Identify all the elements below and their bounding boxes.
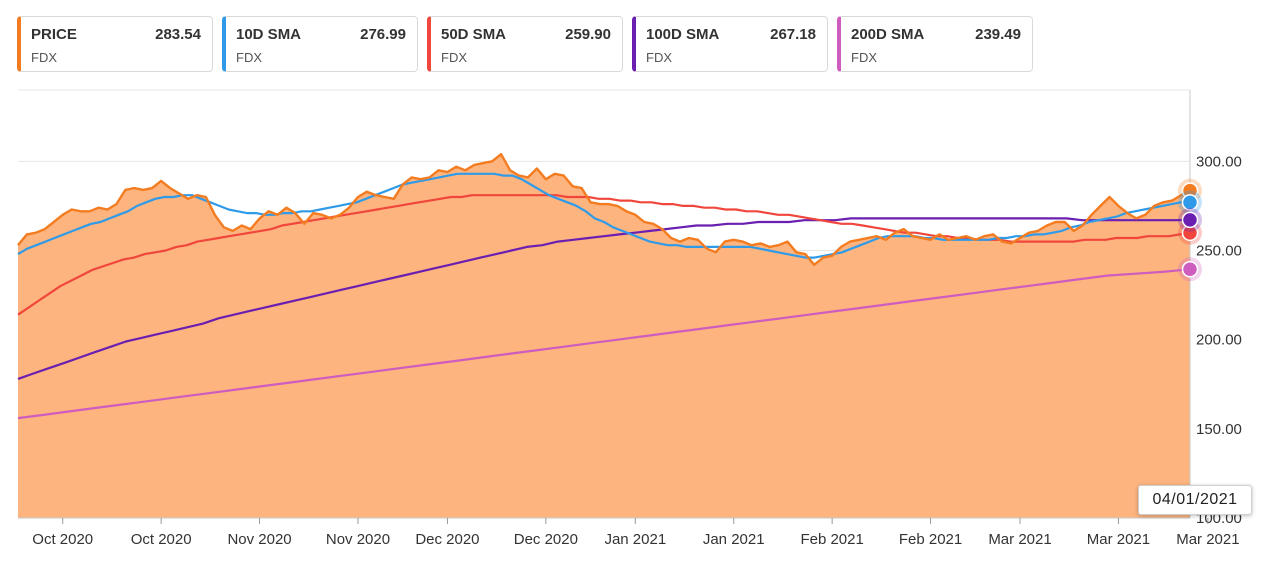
legend-card-price[interactable]: PRICE 283.54 FDX [17,16,213,72]
legend-value: 259.90 [565,26,611,43]
price-area [18,154,1190,518]
legend: PRICE 283.54 FDX 10D SMA 276.99 FDX 50D … [17,16,1033,72]
legend-symbol: FDX [441,50,467,65]
y-tick-label: 300.00 [1196,153,1242,170]
legend-name: PRICE [31,26,77,43]
x-tick-label: Jan 2021 [604,531,666,548]
y-tick-label: 200.00 [1196,332,1242,349]
x-tick-label: Mar 2021 [1176,531,1239,548]
legend-symbol: FDX [646,50,672,65]
legend-card-50d-sma[interactable]: 50D SMA 259.90 FDX [427,16,623,72]
x-tick-label: Mar 2021 [988,531,1051,548]
legend-name: 100D SMA [646,26,720,43]
crosshair-date-label: 04/01/2021 [1138,485,1252,515]
series-line-50d-sma [17,194,1191,316]
marker-dot-100d-sma [1181,211,1199,229]
y-tick-label: 150.00 [1196,421,1242,438]
x-tick-label: Nov 2020 [227,531,291,548]
legend-value: 276.99 [360,26,406,43]
x-tick-label: Dec 2020 [415,531,479,548]
x-tick-label: Feb 2021 [800,531,863,548]
legend-card-200d-sma[interactable]: 200D SMA 239.49 FDX [837,16,1033,72]
legend-card-10d-sma[interactable]: 10D SMA 276.99 FDX [222,16,418,72]
x-tick-label: Oct 2020 [131,531,192,548]
x-tick-label: Mar 2021 [1087,531,1150,548]
series-line-price [17,153,1191,266]
series-line-200d-sma [17,268,1191,420]
x-tick-label: Jan 2021 [703,531,765,548]
legend-card-100d-sma[interactable]: 100D SMA 267.18 FDX [632,16,828,72]
x-tick-label: Oct 2020 [32,531,93,548]
legend-value: 267.18 [770,26,816,43]
series-end-markers [1178,178,1202,282]
legend-value: 239.49 [975,26,1021,43]
x-tick-label: Feb 2021 [899,531,962,548]
series-line-100d-sma [17,217,1191,380]
legend-value: 283.54 [155,26,201,43]
x-tick-label: Nov 2020 [326,531,390,548]
marker-dot-10d-sma [1181,194,1199,211]
series-line-10d-sma [17,172,1191,259]
y-tick-label: 250.00 [1196,243,1242,260]
legend-name: 200D SMA [851,26,925,43]
series-lines [17,153,1191,420]
legend-name: 10D SMA [236,26,302,43]
legend-symbol: FDX [236,50,262,65]
legend-name: 50D SMA [441,26,507,43]
x-tick-label: Dec 2020 [514,531,578,548]
price-area-fill [18,154,1190,518]
legend-symbol: FDX [31,50,57,65]
marker-dot-200d-sma [1181,260,1199,278]
legend-symbol: FDX [851,50,877,65]
